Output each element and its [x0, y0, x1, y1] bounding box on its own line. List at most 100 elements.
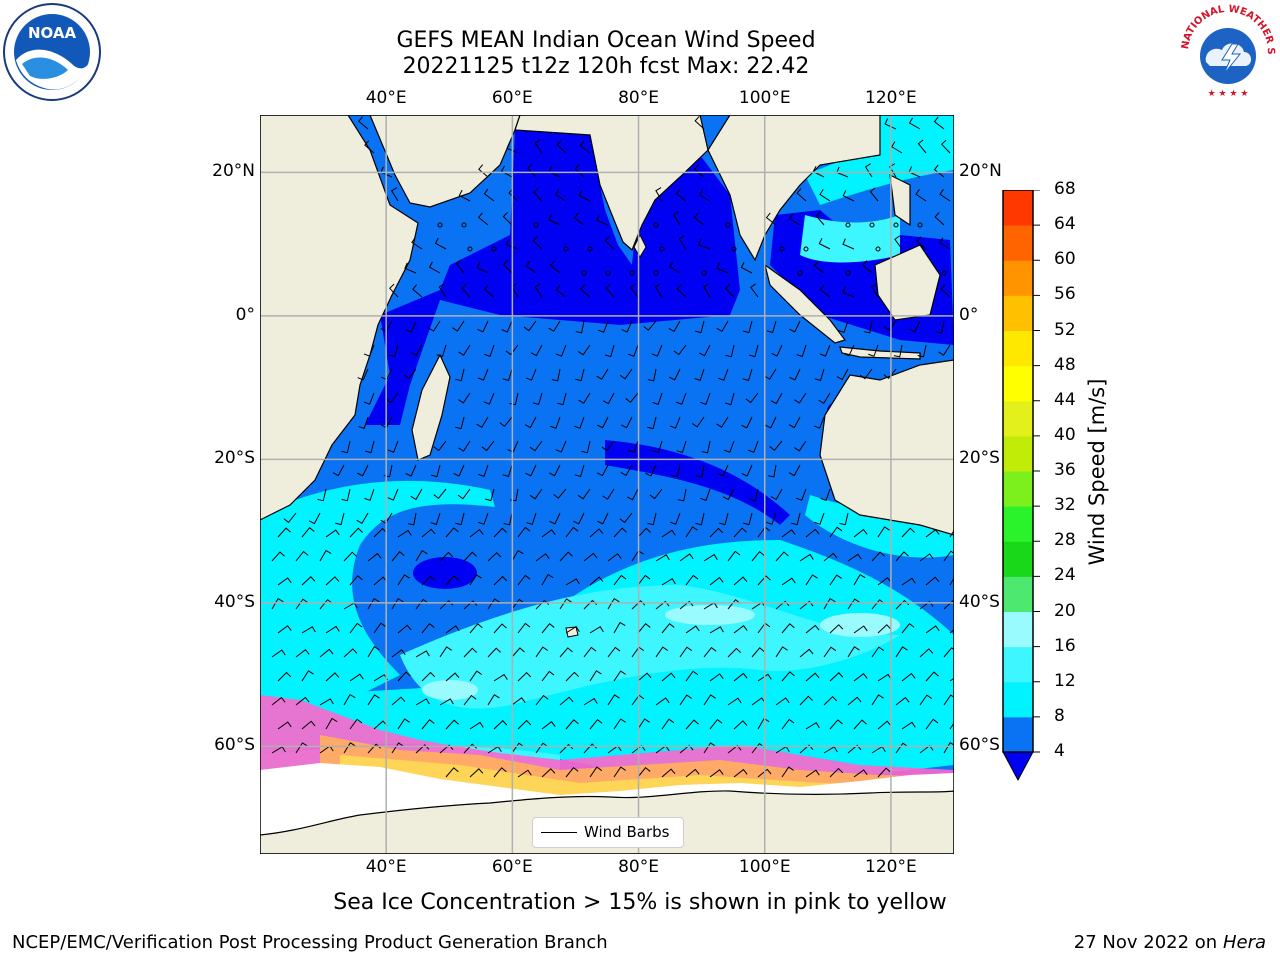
wind-barb	[661, 623, 675, 634]
wind-barb	[445, 527, 459, 538]
wind-barb	[541, 623, 555, 634]
wind-barb	[271, 696, 286, 706]
lat-tick-label: 20°S	[959, 448, 1000, 469]
wind-barb	[647, 368, 657, 382]
wind-barb	[439, 551, 454, 562]
wind-barb	[799, 648, 814, 658]
wind-barb	[775, 600, 790, 610]
colorbar-segment	[1003, 330, 1033, 367]
wind-band	[800, 215, 900, 263]
wind-barb	[433, 488, 447, 500]
wind-barb	[548, 464, 561, 477]
lat-tick-label: 20°S	[214, 448, 255, 469]
wind-barb	[757, 575, 771, 586]
wind-barb	[703, 694, 716, 706]
colorbar-segment	[1003, 716, 1033, 753]
wind-barb	[672, 211, 681, 226]
wind-band	[805, 115, 954, 205]
wind-barb	[573, 512, 585, 525]
wind-barb	[814, 512, 825, 525]
wind-barb	[421, 622, 435, 634]
sea-ice-note: Sea Ice Concentration > 15% is shown in …	[333, 890, 947, 915]
wind-barb	[795, 488, 807, 501]
lon-tick-label: 120°E	[865, 857, 917, 877]
map-title: GEFS MEAN Indian Ocean Wind Speed	[396, 28, 816, 53]
wind-barb	[530, 344, 543, 357]
colorbar-segment	[1003, 471, 1033, 507]
wind-barb	[637, 718, 650, 730]
wind-barb	[271, 597, 284, 610]
wind-barb	[602, 392, 615, 405]
wind-barb	[933, 116, 945, 130]
wind-barb	[895, 742, 909, 754]
wind-barb	[749, 488, 759, 502]
wind-barb	[457, 488, 471, 500]
wind-barb	[716, 320, 729, 333]
wind-barb	[325, 625, 340, 634]
wind-barb	[829, 624, 844, 634]
wind-barb	[799, 695, 814, 706]
wind-barb	[649, 488, 663, 500]
wind-barb	[373, 622, 387, 634]
wind-barb	[532, 236, 543, 250]
wind-barb	[529, 440, 543, 452]
wind-barb	[819, 189, 831, 202]
wind-barb	[845, 222, 851, 228]
wind-barb	[580, 284, 591, 298]
wind-barb	[709, 576, 724, 586]
wind-barb	[915, 189, 927, 202]
wind-barb	[438, 283, 447, 298]
wind-barb	[901, 527, 915, 538]
wind-barb	[655, 554, 670, 562]
wind-barb	[574, 416, 585, 429]
colorbar-tick-label: 52	[1054, 319, 1076, 340]
wind-barb	[565, 671, 580, 682]
wind-barb	[695, 320, 705, 334]
wind-barb	[766, 320, 777, 334]
wind-barb	[525, 260, 537, 274]
wind-barb	[679, 553, 694, 562]
wind-barb	[789, 368, 801, 381]
lon-tick-label: 60°E	[491, 857, 533, 877]
wind-barb	[405, 320, 417, 333]
wind-barb	[894, 235, 903, 250]
footer-host: Hera	[1222, 932, 1266, 953]
wind-barb	[733, 768, 748, 778]
noaa-logo-icon: NOAA	[3, 3, 101, 101]
wind-barb	[607, 646, 621, 658]
wind-barb	[578, 190, 591, 202]
wind-barb	[805, 722, 820, 730]
wind-barb	[403, 368, 417, 380]
wind-barb	[415, 744, 430, 754]
wind-barb	[397, 624, 412, 634]
wind-barb	[716, 416, 729, 428]
wind-barb	[484, 488, 495, 502]
wind-barb	[629, 270, 635, 276]
wind-barb	[415, 550, 428, 562]
wind-barb	[701, 270, 707, 276]
wind-barb	[718, 368, 729, 381]
wind-barb	[573, 212, 585, 226]
lat-tick-label: 0°	[959, 304, 979, 325]
wind-barb	[799, 600, 814, 610]
wind-barb	[727, 697, 742, 706]
wind-barb	[412, 284, 423, 298]
map-legend: Wind Barbs	[532, 817, 684, 848]
wind-barb	[620, 416, 633, 429]
wind-barb	[436, 344, 447, 358]
wind-barb	[685, 526, 698, 538]
wind-barb	[943, 647, 954, 658]
wind-barb	[709, 626, 724, 634]
wind-barb	[477, 320, 489, 333]
wind-barb	[439, 646, 452, 658]
wind-barb	[493, 527, 507, 538]
wind-barb	[847, 646, 860, 658]
wind-barb	[469, 721, 484, 730]
wind-barb	[685, 574, 699, 586]
wind-barb	[621, 320, 633, 333]
colorbar-segment	[1003, 260, 1033, 296]
wind-barb	[405, 464, 417, 477]
wind-barb	[868, 344, 879, 357]
wind-barb	[871, 694, 884, 706]
wind-barb	[628, 440, 639, 453]
